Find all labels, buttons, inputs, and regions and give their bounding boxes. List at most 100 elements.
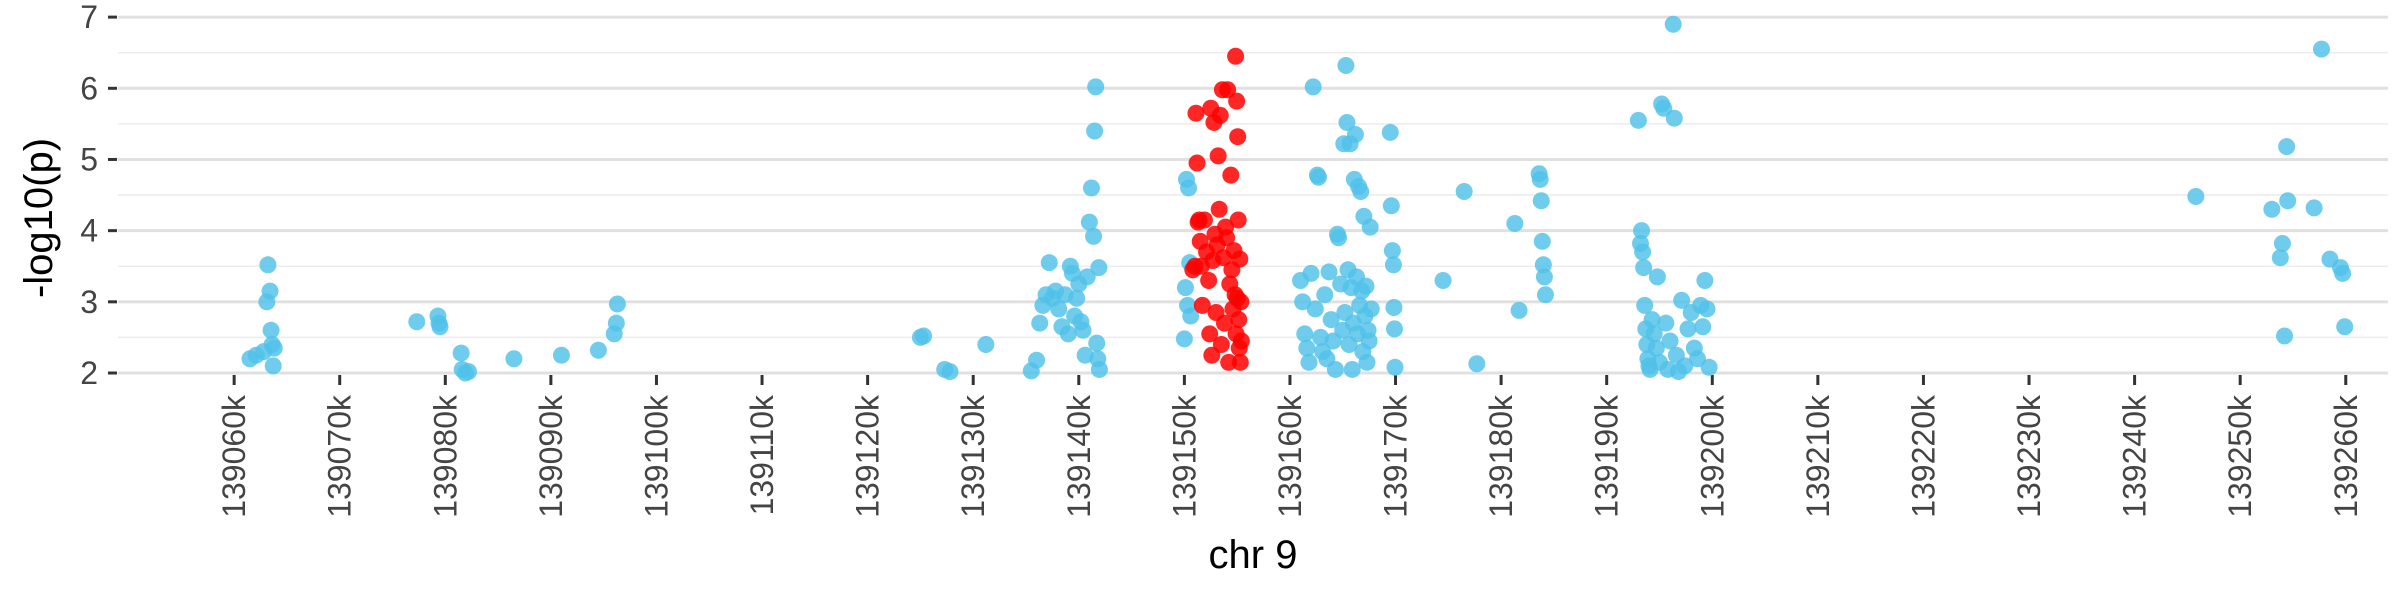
- data-point: [1688, 350, 1706, 368]
- data-point: [1352, 183, 1370, 200]
- data-point: [2273, 234, 2291, 252]
- data-point: [1085, 227, 1103, 245]
- data-point: [2187, 187, 2205, 205]
- y-tick-label: 7: [80, 0, 98, 35]
- highlighted-point: [1231, 250, 1249, 268]
- data-point: [1468, 355, 1486, 373]
- highlighted-point: [1231, 353, 1249, 371]
- x-tick-label: 139250k: [2222, 394, 2258, 518]
- data-point: [1382, 197, 1400, 215]
- data-point: [1068, 289, 1086, 307]
- data-point: [1175, 330, 1193, 348]
- x-tick-label: 139150k: [1166, 394, 1202, 518]
- data-point: [2271, 249, 2289, 267]
- data-point: [1343, 360, 1361, 378]
- data-point: [1635, 259, 1653, 277]
- data-point: [607, 314, 625, 332]
- data-point: [1050, 300, 1068, 318]
- data-point: [1309, 168, 1327, 186]
- y-axis-title: -log10(p): [17, 138, 61, 298]
- x-tick-label: 139110k: [744, 394, 780, 515]
- x-axis: 139060k 139070k 139080k 139090k 139100k 13911…: [216, 375, 2364, 518]
- x-tick-label: 139190k: [1589, 394, 1625, 518]
- data-point: [1326, 360, 1344, 378]
- data-point: [1698, 300, 1716, 318]
- data-point: [1338, 113, 1356, 131]
- data-point: [1536, 286, 1554, 304]
- highlighted-point: [1227, 47, 1245, 65]
- highlighted-point: [1212, 336, 1230, 354]
- data-point: [431, 318, 449, 336]
- data-point: [977, 336, 995, 354]
- x-tick-label: 139070k: [322, 394, 358, 518]
- x-tick-label: 139080k: [427, 394, 463, 518]
- highlighted-point: [1209, 147, 1227, 165]
- data-point: [2278, 138, 2296, 156]
- data-point: [1330, 229, 1348, 247]
- data-point: [1694, 318, 1712, 336]
- data-point: [1385, 320, 1403, 338]
- data-point: [1385, 299, 1403, 317]
- data-point: [1661, 332, 1679, 350]
- data-point: [1679, 320, 1697, 338]
- data-point: [1031, 314, 1049, 332]
- data-point: [1696, 271, 1714, 289]
- highlighted-point: [1230, 311, 1248, 329]
- x-tick-label: 139090k: [533, 394, 569, 518]
- data-point: [1337, 57, 1355, 75]
- data-point: [1384, 256, 1402, 274]
- data-point: [1302, 264, 1320, 282]
- x-tick-label: 139160k: [1272, 394, 1308, 518]
- data-point: [1673, 291, 1691, 309]
- y-tick-label: 3: [80, 284, 98, 320]
- data-point: [1700, 358, 1718, 376]
- data-point: [941, 363, 959, 381]
- x-tick-label: 139260k: [2328, 394, 2364, 518]
- highlighted-point: [1187, 104, 1205, 122]
- highlighted-point: [1201, 325, 1219, 343]
- highlighted-point: [1229, 211, 1247, 229]
- data-point: [1176, 279, 1194, 297]
- data-point: [2312, 40, 2330, 58]
- highlighted-point: [1193, 296, 1211, 314]
- data-point: [552, 346, 570, 364]
- data-point: [1294, 293, 1312, 311]
- x-tick-label: 139220k: [1905, 394, 1941, 518]
- x-tick-label: 139100k: [638, 394, 674, 518]
- data-point: [1087, 78, 1105, 96]
- data-point: [1510, 301, 1528, 319]
- highlighted-point: [1195, 211, 1213, 229]
- data-point: [1059, 325, 1077, 343]
- data-point: [264, 357, 282, 375]
- data-point: [2276, 327, 2294, 345]
- data-point: [2305, 199, 2323, 217]
- data-point: [1506, 215, 1524, 233]
- data-point: [1358, 353, 1376, 371]
- data-point: [265, 339, 283, 357]
- data-point: [505, 350, 523, 368]
- highlighted-point: [1232, 332, 1250, 350]
- data-point: [2336, 318, 2354, 336]
- data-point: [2334, 264, 2352, 282]
- data-point: [1316, 286, 1334, 304]
- data-point: [915, 327, 933, 345]
- y-axis: 2 3 4 5 6 7: [80, 0, 117, 391]
- data-point: [1078, 268, 1096, 286]
- highlighted-point: [1211, 106, 1229, 124]
- data-point: [1532, 192, 1550, 210]
- data-point: [1645, 325, 1663, 343]
- x-tick-label: 139210k: [1800, 394, 1836, 518]
- highlighted-point: [1232, 293, 1250, 311]
- data-point: [2279, 192, 2297, 210]
- highlighted-point: [1229, 128, 1247, 146]
- highlighted-point: [1228, 92, 1246, 110]
- highlighted-point: [1222, 166, 1240, 184]
- data-point: [2263, 200, 2281, 218]
- data-point: [1634, 243, 1652, 261]
- data-point: [1088, 334, 1106, 352]
- highlighted-point: [1200, 271, 1218, 289]
- major-gridlines: [118, 15, 2388, 375]
- data-point: [1304, 78, 1322, 96]
- y-tick-label: 2: [80, 355, 98, 391]
